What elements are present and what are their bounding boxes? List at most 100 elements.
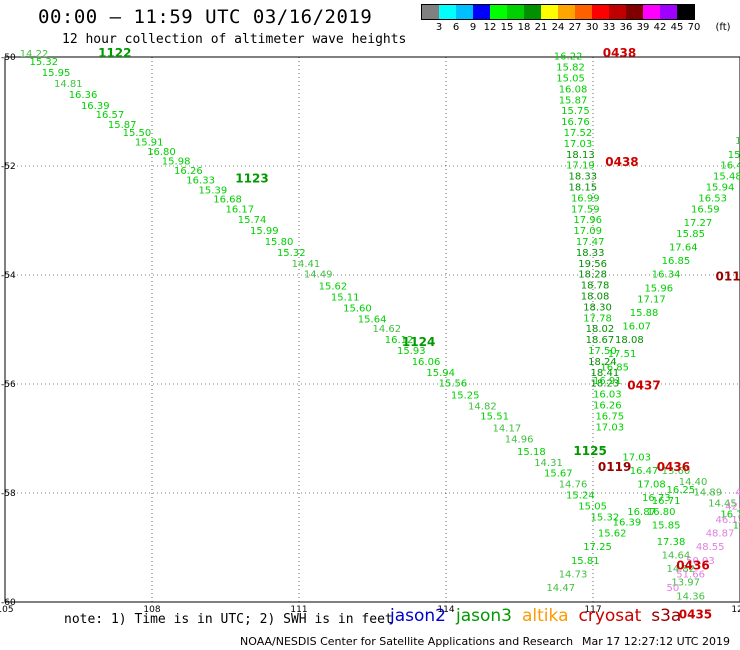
lon-tick-label: 108 <box>143 605 160 615</box>
swh-value: 15.95 <box>733 520 740 531</box>
lon-tick-label: 120 <box>731 605 740 615</box>
swh-value: 16.76 <box>561 117 590 128</box>
swh-value: 48.87 <box>706 529 735 540</box>
swh-value: 16.68 <box>213 195 242 206</box>
swh-value: 14.64 <box>662 550 691 561</box>
lat-tick-label: -52 <box>1 162 16 172</box>
swh-value: 15.85 <box>652 520 681 531</box>
legend-color-bar <box>421 4 695 20</box>
swh-value: 50 <box>667 583 680 594</box>
legend-swatch <box>490 5 507 19</box>
pass-time-label: 0119 <box>598 460 631 474</box>
legend-label: 15 <box>500 22 514 33</box>
lon-tick-label: 117 <box>584 605 601 615</box>
pass-time-label: 1122 <box>98 46 131 60</box>
swh-value: 14.22 <box>20 49 49 60</box>
swh-value: 16.57 <box>96 110 125 121</box>
swh-value: 16.39 <box>81 101 110 112</box>
swh-value: 14.62 <box>373 324 402 335</box>
lon-tick-label: 105 <box>0 605 14 615</box>
footer-timestamp: Mar 17 12:27:12 UTC 2019 <box>582 635 730 648</box>
swh-value: 17.03 <box>622 452 651 463</box>
swh-value: 16.39 <box>613 518 642 529</box>
swh-value: 14.45 <box>708 499 737 510</box>
swh-value: 17.50 <box>588 346 617 357</box>
swh-value: 14.89 <box>693 488 722 499</box>
legend-label: 12 <box>483 22 497 33</box>
swh-value: 16.73 <box>642 493 671 504</box>
swh-value: 15.94 <box>426 368 455 379</box>
satellite-legend-jason3: jason3 <box>456 606 512 626</box>
swh-value: 15.88 <box>630 308 659 319</box>
swh-value: 46.12 <box>716 515 740 526</box>
swh-value: 16.06 <box>412 357 441 368</box>
swh-value: 16.45 <box>720 161 740 172</box>
swh-value: 13.60 <box>662 466 691 477</box>
swh-value: 18.67 <box>586 335 615 346</box>
swh-value: 18.02 <box>586 324 615 335</box>
swh-value: 17.19 <box>566 161 595 172</box>
legend-swatch <box>456 5 473 19</box>
swh-value: 16.25 <box>667 485 696 496</box>
page-subtitle: 12 hour collection of altimeter wave hei… <box>62 32 407 47</box>
swh-value: 16.34 <box>652 270 681 281</box>
swh-value: 16.72 <box>720 510 740 521</box>
footer-note: note: 1) Time is in UTC; 2) SWH is in fe… <box>64 612 393 627</box>
swh-value: 16.91 <box>593 376 622 387</box>
pass-time-label: 0435 <box>679 607 712 621</box>
lon-tick-label: 114 <box>437 605 454 615</box>
swh-value: 17.25 <box>583 542 612 553</box>
swh-value: 15.62 <box>319 282 348 293</box>
legend-labels: 3 6 9 12 15 18 21 24 27 30 33 36 39 42 45 70 (ft) <box>421 20 731 34</box>
swh-value: 15.62 <box>598 529 627 540</box>
pass-time-label: 1123 <box>235 171 268 185</box>
swh-value: 18.24 <box>588 357 617 368</box>
swh-value: 16.53 <box>698 193 727 204</box>
swh-value: 16.71 <box>652 496 681 507</box>
swh-value: 15.05 <box>556 74 585 85</box>
satellite-legend-jason2: jason2 <box>390 606 446 626</box>
pass-time-label: 0438 <box>605 155 638 169</box>
swh-value: 14.6 <box>735 136 740 147</box>
swh-value: 18.13 <box>566 150 595 161</box>
swh-value: 17.03 <box>564 139 593 150</box>
swh-value: 16.75 <box>595 411 624 422</box>
footer-credit: NOAA/NESDIS Center for Satellite Applica… <box>240 635 574 648</box>
swh-value: 14.36 <box>676 591 705 602</box>
swh-value: 16.26 <box>593 401 622 412</box>
axis-ticks: 105 108 111 114 117 120 -50 -52 -54 -56 -58 -60 <box>0 53 740 615</box>
swh-value: 16.36 <box>69 90 98 101</box>
legend-swatch <box>660 5 677 19</box>
legend-swatch <box>592 5 609 19</box>
pass-time-label: 0438 <box>603 46 636 60</box>
swh-value: 19.56 <box>578 259 607 270</box>
swh-value: 15.82 <box>556 63 585 74</box>
swh-value: 16.59 <box>691 204 720 215</box>
swh-value: 15.18 <box>517 447 546 458</box>
legend-swatch <box>473 5 490 19</box>
legend-swatch <box>422 5 439 19</box>
swh-value: 50.03 <box>686 556 715 567</box>
swh-value: 17.09 <box>573 226 602 237</box>
swh-value: 15.32 <box>277 248 306 259</box>
pass-time-label: 0437 <box>627 378 660 392</box>
pass-time-label: 1125 <box>573 444 606 458</box>
swh-value: 14.40 <box>679 477 708 488</box>
lat-tick-label: -58 <box>1 489 16 499</box>
swh-value: 18.41 <box>591 368 620 379</box>
legend-label: 30 <box>585 22 599 33</box>
swh-value: 15.24 <box>566 490 595 501</box>
pass-time-label: 1124 <box>402 335 435 349</box>
swh-value: 17.47 <box>576 237 605 248</box>
legend-swatch <box>507 5 524 19</box>
legend-label: 27 <box>568 22 582 33</box>
swh-value: 14.49 <box>304 270 333 281</box>
swh-value: 17.17 <box>637 294 666 305</box>
pass-time-label: 0118 <box>716 269 740 283</box>
swh-value: 18.23 <box>591 379 620 390</box>
swh-value: 15.74 <box>238 215 267 226</box>
swh-value: 45.35 <box>735 488 740 499</box>
swh-value: 16.22 <box>554 52 583 63</box>
swh-value: 18.30 <box>583 302 612 313</box>
swh-value: 16.85 <box>662 256 691 267</box>
